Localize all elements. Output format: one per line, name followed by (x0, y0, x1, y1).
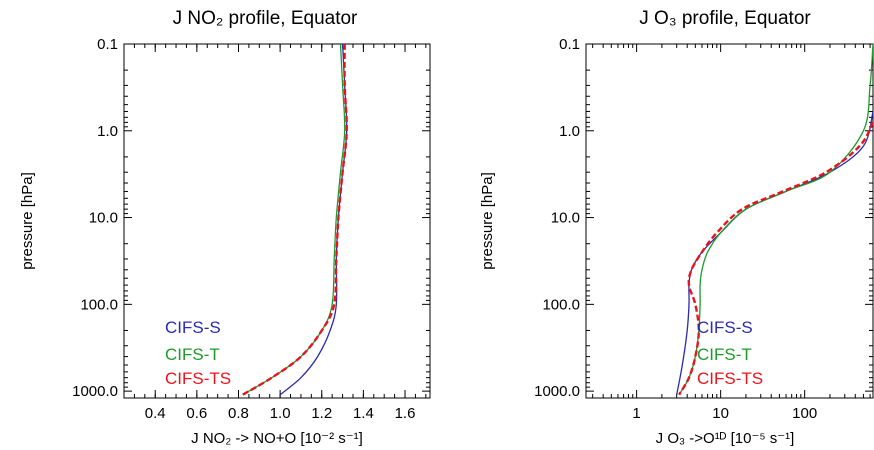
y-tick-label: 100.0 (542, 296, 580, 313)
y-tick-label: 1.0 (559, 123, 580, 140)
x-axis-label: J NO₂ -> NO+O [10⁻² s⁻¹] (191, 430, 363, 447)
x-tick-label: 100 (792, 405, 817, 422)
panel-no2: J NO₂ profile, Equator 0.1 1.0 10.0 100.0 10… (19, 8, 431, 447)
x-tick-label: 1.4 (353, 405, 374, 422)
legend-entry-cifs-s: CIFS-S (697, 318, 753, 337)
legend-entry-cifs-s: CIFS-S (165, 318, 221, 337)
y-axis-label: pressure [hPa] (479, 172, 496, 270)
x-tick-label: 1 (632, 405, 640, 422)
chart-title: J NO₂ profile, Equator (173, 8, 358, 29)
legend-entry-cifs-t: CIFS-T (697, 345, 752, 364)
x-tick-label: 0.8 (228, 405, 249, 422)
y-tick-label: 100.0 (80, 296, 118, 313)
x-tick-label: 1.0 (270, 405, 291, 422)
y-axis-label: pressure [hPa] (19, 172, 36, 270)
y-tick-label: 1.0 (97, 123, 118, 140)
y-tick-label: 0.1 (97, 36, 118, 53)
chart-title: J O₃ profile, Equator (639, 8, 811, 29)
plot-frame (123, 43, 431, 399)
legend: CIFS-S CIFS-T CIFS-TS (697, 318, 763, 388)
tick-layer: 0.1 1.0 10.0 100.0 1000.0 1 10 100 (534, 36, 873, 422)
series-line-cifs-ts (678, 121, 873, 396)
y-tick-label: 10.0 (551, 210, 580, 227)
legend-entry-cifs-t: CIFS-T (165, 345, 220, 364)
tick-layer: 0.1 1.0 10.0 100.0 1000.0 0.4 0.6 0.8 1.0 1.2 1.4 1… (72, 36, 430, 422)
panel-o3: J O₃ profile, Equator 0.1 1.0 10.0 100.0 100… (479, 8, 874, 447)
series-line-cifs-t (242, 44, 346, 396)
y-tick-label: 10.0 (89, 210, 118, 227)
x-tick-label: 1.6 (395, 405, 416, 422)
x-axis-label: J O₃ ->O¹ᴰ [10⁻⁵ s⁻¹] (656, 430, 795, 447)
x-tick-label: 1.2 (311, 405, 332, 422)
series-layer (242, 44, 348, 396)
series-line-cifs-ts (242, 44, 348, 396)
legend-entry-cifs-ts: CIFS-TS (165, 369, 231, 388)
y-tick-label: 0.1 (559, 36, 580, 53)
legend: CIFS-S CIFS-T CIFS-TS (165, 318, 231, 388)
x-tick-label: 10 (712, 405, 729, 422)
plot-frame (585, 43, 874, 399)
x-tick-label: 0.6 (186, 405, 207, 422)
y-tick-label: 1000.0 (534, 383, 580, 400)
y-tick-label: 1000.0 (72, 383, 118, 400)
series-layer (676, 44, 873, 396)
legend-entry-cifs-ts: CIFS-TS (697, 369, 763, 388)
series-line-cifs-t (678, 44, 873, 396)
x-tick-label: 0.4 (145, 405, 166, 422)
